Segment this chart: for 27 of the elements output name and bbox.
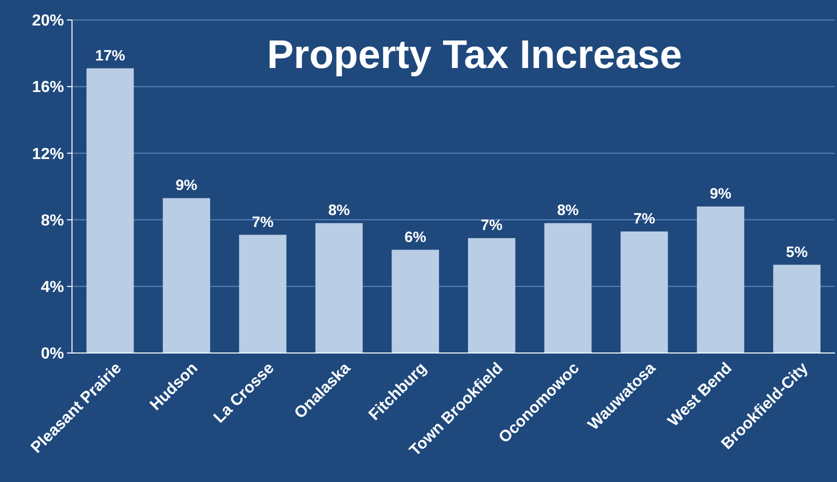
data-label: 7% [480, 217, 502, 234]
data-label: 8% [557, 202, 579, 220]
data-label: 8% [328, 202, 350, 220]
bar [392, 250, 440, 353]
data-label: 7% [633, 210, 656, 228]
data-label: 9% [176, 177, 198, 194]
bar [239, 234, 286, 353]
bar [696, 206, 744, 353]
bar [468, 238, 516, 353]
y-tick-label: 8% [40, 212, 64, 230]
data-label: 9% [710, 185, 732, 202]
bar [86, 68, 134, 353]
bar [162, 198, 210, 353]
bar [544, 223, 592, 353]
data-label: 7% [252, 214, 274, 231]
y-tick-label: 0% [40, 346, 64, 363]
bar [773, 264, 821, 353]
y-tick-label: 16% [32, 79, 64, 96]
data-label: 6% [404, 228, 426, 246]
y-tick-label: 12% [32, 146, 64, 163]
chart-title: Property Tax Increase [266, 33, 682, 77]
y-tick-label: 4% [40, 279, 64, 296]
data-label: 17% [95, 47, 126, 64]
y-tick-label: 20% [32, 12, 64, 30]
data-label: 5% [786, 244, 808, 261]
bar [315, 223, 363, 353]
bar [620, 231, 668, 353]
